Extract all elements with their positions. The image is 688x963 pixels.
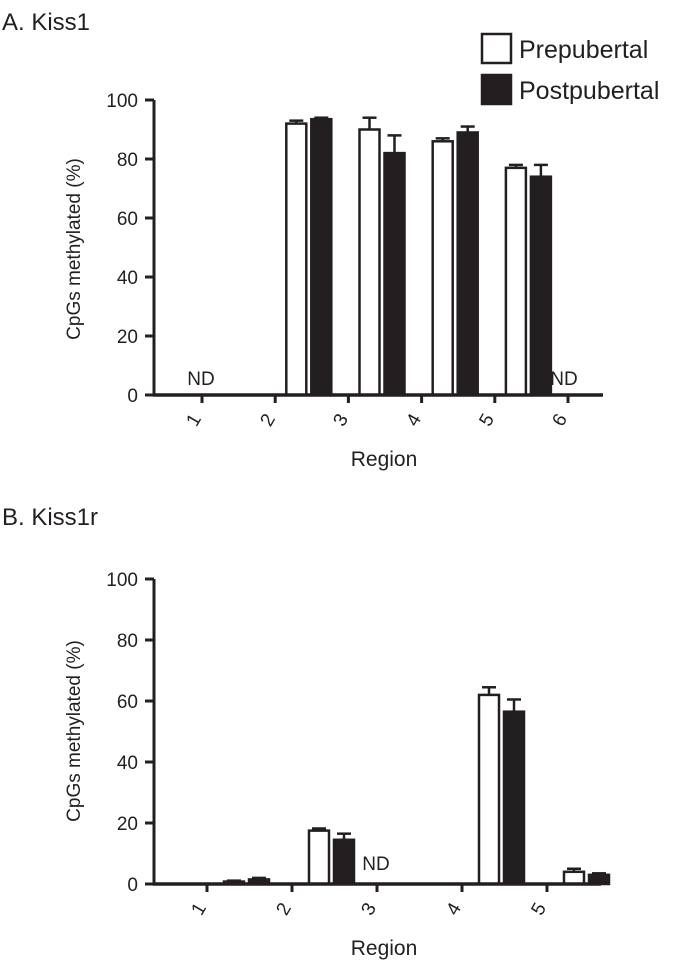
panel-a-xlabel: Region	[351, 448, 418, 471]
legend-swatch-prepubertal	[480, 32, 513, 65]
panel-a-ylabel: CpGs methylated (%)	[64, 158, 85, 340]
panel-a-bar-prepubertal-region-2	[285, 122, 308, 397]
panel-a-xtick-3: 3	[329, 410, 352, 430]
legend-swatch-postpubertal	[480, 73, 513, 106]
panel-b-marks	[145, 577, 611, 892]
panel-b-xtick-2: 2	[272, 899, 295, 919]
panel-b-xticks: 1 2 3 4 5	[187, 899, 550, 919]
panel-a-xticks: 1 2 3 4 5 6	[182, 410, 571, 430]
panel-a-bar-prepubertal-region-3	[358, 128, 381, 397]
panel-b-bar-postpubertal-region-2	[332, 838, 356, 886]
panel-a-bar-postpubertal-region-3	[383, 151, 406, 397]
panel-b-xtick-4: 4	[442, 899, 466, 919]
panel-a-ytick-40: 40	[117, 268, 138, 289]
panel-a-marks	[145, 98, 603, 403]
panel-b-ytick-60: 60	[117, 692, 138, 713]
panel-b-ytick-80: 80	[117, 631, 138, 652]
panel-a-ytick-0: 0	[127, 386, 138, 407]
panel-kiss1: A. Kiss1 CpGs methylated (%) Region 0 20…	[2, 9, 603, 471]
panel-a-xtick-2: 2	[256, 410, 279, 430]
panel-b-ytick-20: 20	[117, 814, 138, 835]
panel-a-xtick-5: 5	[475, 410, 498, 430]
panel-b-ytick-100: 100	[106, 570, 138, 591]
panel-a-xtick-6: 6	[548, 410, 571, 430]
panel-b-nd-region-3: ND	[362, 854, 389, 875]
panel-a-bar-postpubertal-region-2	[310, 117, 333, 397]
panel-a-bar-prepubertal-region-5	[504, 166, 528, 397]
panel-b-ytick-40: 40	[117, 753, 138, 774]
panel-b-xtick-1: 1	[187, 899, 210, 919]
panel-b-xtick-5: 5	[527, 899, 550, 919]
panel-b-title: B. Kiss1r	[2, 504, 98, 531]
panel-kiss1r: B. Kiss1r CpGs methylated (%) Region 0 2…	[2, 504, 611, 960]
panel-a-ytick-20: 20	[117, 327, 138, 348]
panel-a-ytick-100: 100	[106, 91, 138, 112]
legend: Prepubertal Postpubertal	[480, 32, 659, 106]
panel-b-bar-prepubertal-region-5	[562, 870, 586, 886]
panel-a-ytick-60: 60	[117, 209, 138, 230]
panel-a-bar-prepubertal-region-4	[431, 140, 454, 397]
panel-a-nd-region-6: ND	[550, 369, 577, 390]
panel-a-xtick-4: 4	[402, 410, 426, 430]
panel-a-bar-postpubertal-region-5	[529, 175, 553, 397]
legend-label-postpubertal: Postpubertal	[519, 77, 659, 105]
panel-b-xtick-3: 3	[357, 899, 380, 919]
panel-a-xtick-1: 1	[182, 410, 205, 430]
panel-b-ytick-0: 0	[127, 875, 138, 896]
panel-b-xlabel: Region	[351, 937, 418, 960]
panel-a-title: A. Kiss1	[2, 9, 90, 36]
panel-a-bar-postpubertal-region-4	[456, 131, 479, 397]
panel-b-bar-prepubertal-region-4	[477, 693, 501, 886]
panel-b-yticks: 0 20 40 60 80 100	[106, 570, 138, 896]
panel-a-yticks: 0 20 40 60 80 100	[106, 91, 138, 407]
panel-b-ylabel: CpGs methylated (%)	[64, 640, 85, 822]
panel-b-bar-postpubertal-region-4	[502, 710, 526, 886]
legend-label-prepubertal: Prepubertal	[519, 36, 648, 64]
panel-b-bar-prepubertal-region-2	[307, 829, 331, 886]
panel-a-ytick-80: 80	[117, 150, 138, 171]
panel-a-nd-region-1: ND	[187, 369, 214, 390]
